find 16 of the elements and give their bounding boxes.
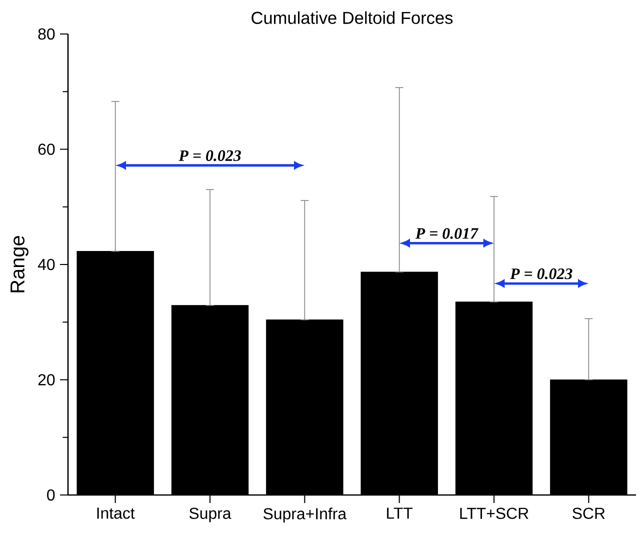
- y-tick-label: 60: [38, 144, 55, 155]
- y-tick-label: 20: [38, 374, 55, 386]
- x-tick-label: Supra: [189, 508, 232, 522]
- chart-title: Cumulative Deltoid Forces: [252, 11, 453, 24]
- annotation: P = 0.017: [415, 228, 479, 239]
- y-tick-label: 80: [38, 28, 55, 40]
- annotation: P = 0.023: [510, 268, 572, 280]
- x-tick-label: Supra+Infra: [264, 508, 347, 523]
- y-tick-label: 0: [47, 489, 55, 501]
- y-axis-title: Range: [10, 236, 28, 292]
- y-tick-label: 40: [38, 258, 55, 270]
- annotation: P = 0.023: [178, 150, 241, 162]
- x-tick-label: LTT+SCR: [460, 508, 528, 519]
- x-tick-label: LTT: [387, 508, 413, 519]
- x-tick-label: Intact: [97, 508, 135, 519]
- x-tick-label: SCR: [572, 508, 605, 519]
